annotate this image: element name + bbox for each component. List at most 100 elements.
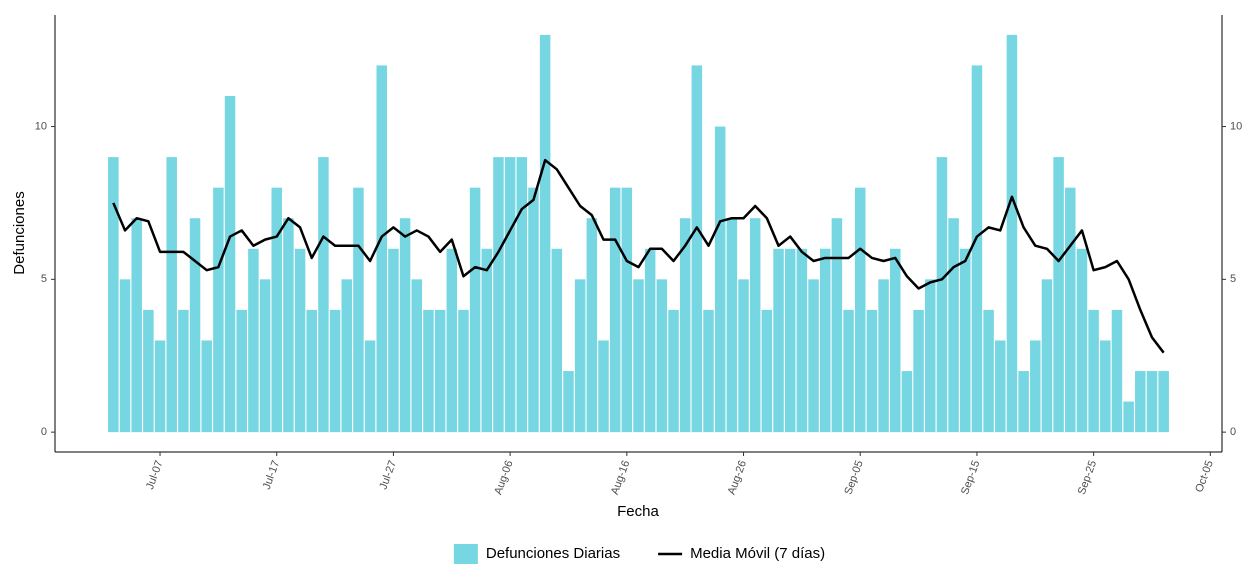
bar — [843, 309, 854, 433]
bar — [528, 187, 539, 433]
bar — [726, 218, 738, 433]
legend-label: Media Móvil (7 días) — [690, 545, 825, 562]
bar — [189, 218, 201, 433]
bar — [1018, 371, 1029, 433]
x-tick-label: Jul-17 — [261, 459, 283, 491]
legend-swatch — [453, 544, 478, 564]
bar — [131, 218, 142, 433]
bar — [213, 187, 224, 433]
bar — [376, 65, 388, 433]
x-tick-label: Aug-16 — [609, 459, 632, 496]
bar — [901, 371, 913, 433]
bar — [259, 279, 271, 433]
bar — [983, 309, 994, 433]
bar — [761, 309, 773, 433]
bar — [1135, 371, 1146, 433]
bar — [271, 187, 282, 433]
x-tick-label: Sep-25 — [1076, 459, 1099, 496]
bar — [306, 309, 317, 433]
bar — [1100, 340, 1111, 433]
bar — [1123, 401, 1134, 433]
bar — [691, 65, 703, 433]
bar — [738, 279, 749, 433]
bar — [539, 34, 551, 433]
bar — [948, 218, 959, 433]
bar — [411, 279, 423, 433]
y2-tick-label: 10 — [1230, 120, 1242, 132]
bar — [458, 309, 469, 433]
bar — [143, 309, 154, 433]
bar — [504, 157, 516, 433]
bar — [808, 279, 819, 433]
bar — [1065, 187, 1076, 433]
x-tick-label: Jul-27 — [377, 459, 399, 491]
line — [112, 158, 1165, 354]
bar — [551, 248, 563, 433]
bar — [166, 157, 177, 433]
bar — [178, 309, 189, 433]
bar — [784, 248, 796, 433]
legend-label: Defunciones Diarias — [486, 545, 620, 562]
bar — [341, 279, 353, 433]
bar — [469, 187, 481, 433]
x-tick-label: Oct-05 — [1193, 459, 1216, 494]
bar — [108, 157, 119, 433]
bar — [236, 309, 247, 433]
bar — [423, 309, 434, 433]
bar — [364, 340, 376, 433]
bar — [318, 157, 329, 433]
bar — [936, 157, 948, 433]
x-axis-title: Fecha — [617, 503, 659, 520]
bar — [294, 248, 306, 433]
y-tick-label: 10 — [35, 120, 47, 132]
bar — [854, 187, 866, 433]
bar — [1076, 248, 1088, 433]
bar — [656, 279, 668, 433]
bar — [1006, 34, 1018, 433]
bar — [866, 309, 878, 433]
x-tick-label: Sep-15 — [959, 459, 982, 496]
bar — [831, 218, 843, 433]
x-tick-label: Aug-06 — [492, 459, 515, 496]
x-tick-label: Aug-26 — [726, 459, 749, 496]
bar — [609, 187, 621, 433]
bar — [598, 340, 609, 433]
y-tick-label: 5 — [41, 273, 47, 285]
bar — [563, 371, 574, 433]
bar — [878, 279, 889, 433]
bar — [773, 248, 784, 433]
bar — [633, 279, 644, 433]
bar — [1146, 371, 1158, 433]
y2-tick-label: 5 — [1230, 273, 1236, 285]
bar — [960, 248, 971, 433]
bar — [481, 248, 493, 433]
y-tick-label: 0 — [41, 426, 47, 438]
x-tick-label: Sep-05 — [842, 459, 865, 496]
bar — [796, 248, 808, 433]
bar — [913, 309, 924, 433]
bar — [224, 95, 236, 433]
bar — [679, 218, 691, 433]
bar — [353, 187, 364, 433]
bar — [889, 248, 901, 433]
bar — [119, 279, 131, 433]
bar — [329, 309, 341, 433]
bar — [388, 248, 399, 433]
bar — [1158, 371, 1169, 433]
bar — [924, 279, 936, 433]
bar — [1088, 309, 1099, 433]
bar — [668, 309, 679, 433]
bar — [248, 248, 259, 433]
bar — [399, 218, 411, 433]
bar — [586, 218, 598, 433]
bar — [703, 309, 714, 433]
bar — [971, 65, 983, 433]
bar — [1053, 157, 1064, 433]
bar — [516, 157, 528, 433]
bar — [1041, 279, 1053, 433]
bar — [644, 248, 656, 433]
bar — [434, 309, 446, 433]
bar — [283, 218, 294, 433]
bar — [749, 218, 761, 433]
